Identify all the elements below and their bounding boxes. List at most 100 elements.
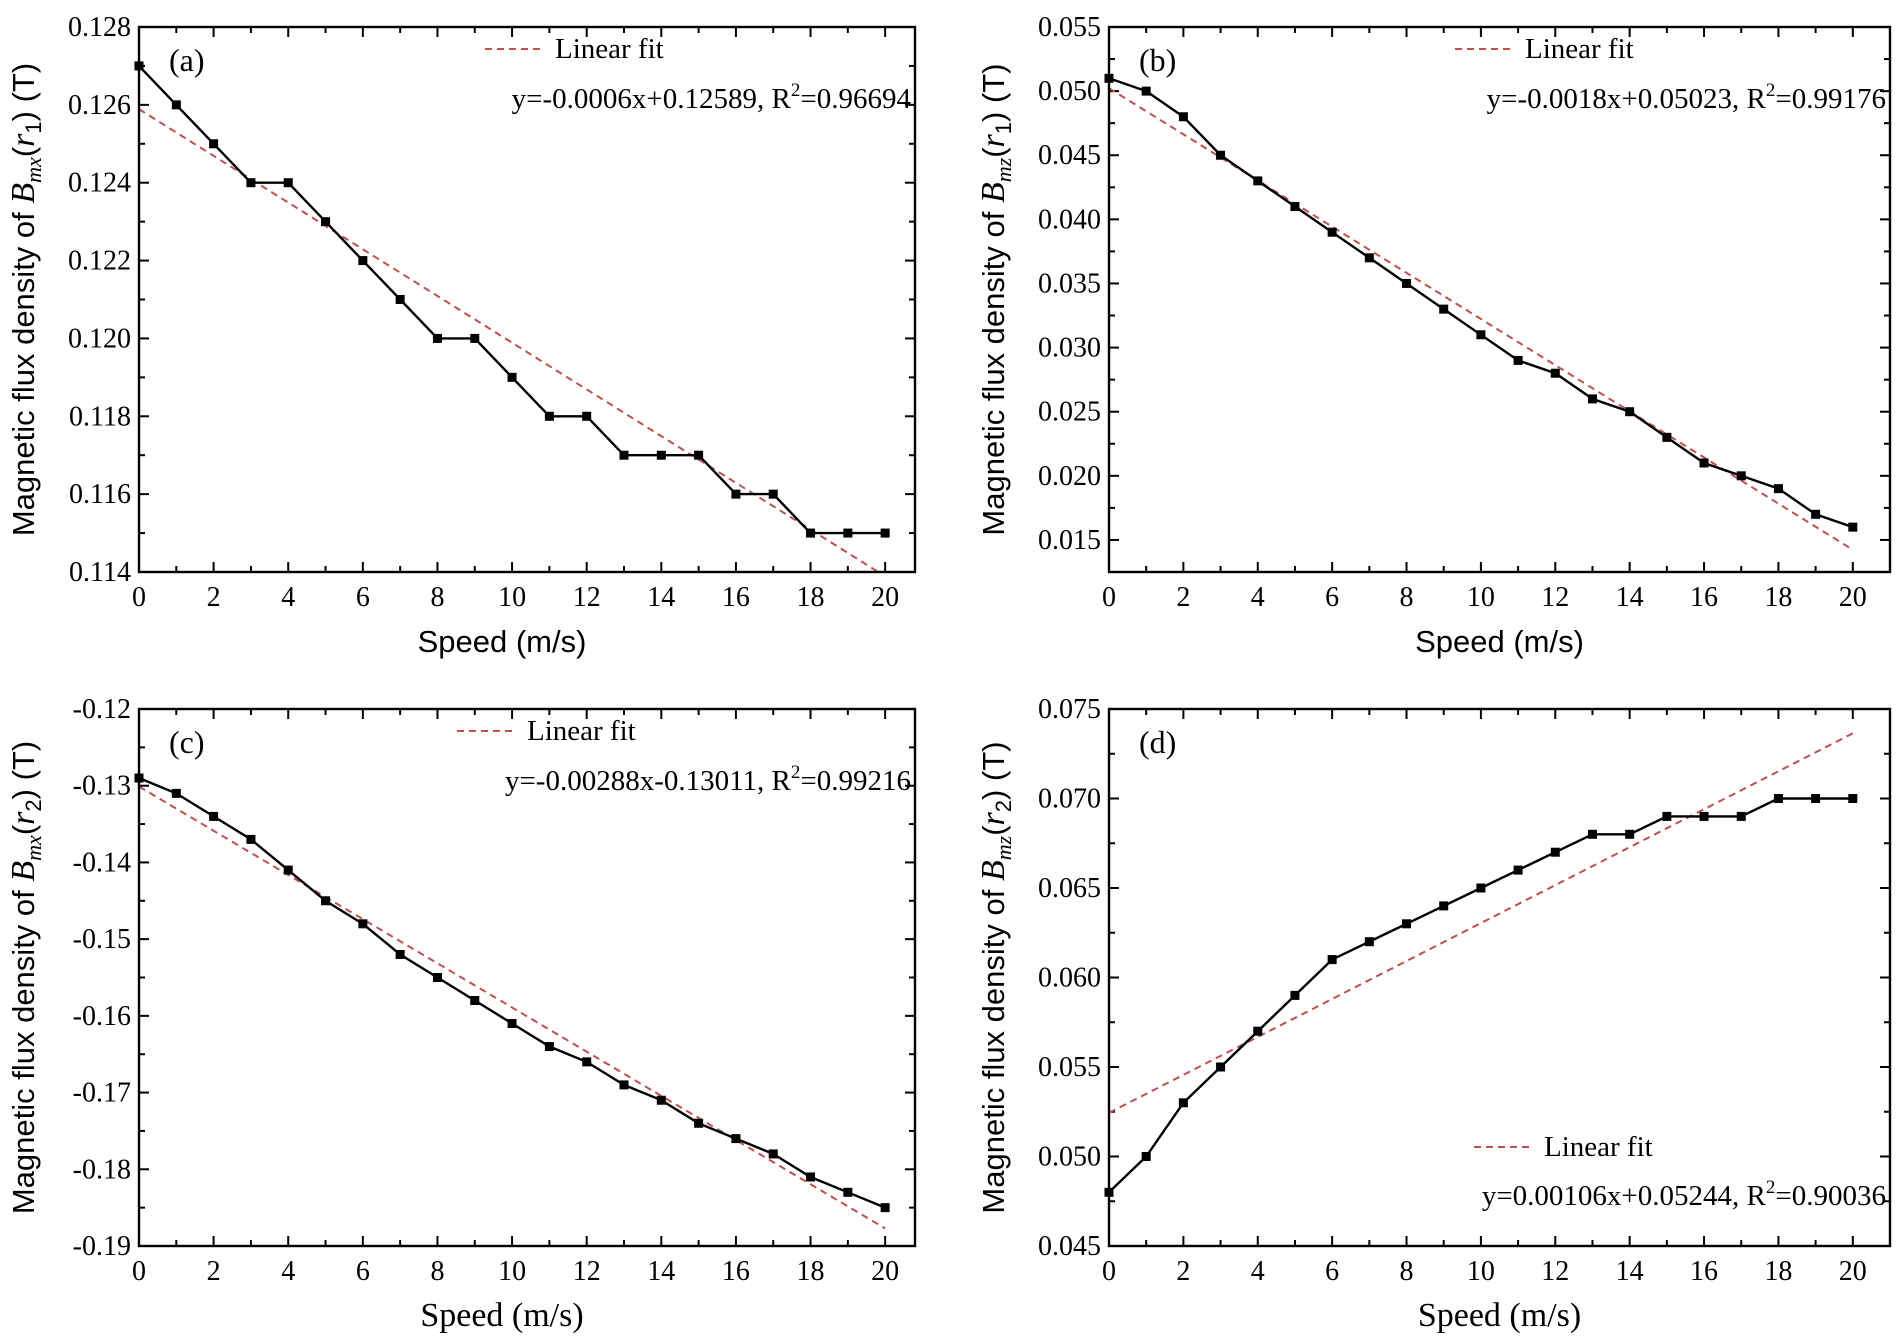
data-point <box>1141 1152 1151 1161</box>
data-point <box>880 1203 890 1213</box>
y-tick-label: 0.040 <box>1038 204 1101 235</box>
y-axis-label-prefix: Magnetic flux density of <box>6 204 41 537</box>
y-tick-label: -0.17 <box>73 1078 131 1109</box>
data-point <box>246 834 256 844</box>
data-point <box>1253 176 1263 186</box>
x-tick-label: 16 <box>722 1256 750 1287</box>
data-point <box>1848 522 1858 532</box>
data-point <box>1402 919 1412 929</box>
y-tick-label: 0.030 <box>1038 333 1101 364</box>
y-axis-label-paren-open: ( <box>976 825 1011 836</box>
y-axis-label-paren-close: ) <box>976 112 1011 122</box>
fit-equation-text: y=0.00106x+0.05244, R <box>1482 1180 1767 1212</box>
y-tick-label: 0.025 <box>1038 397 1101 428</box>
y-tick-label: -0.13 <box>73 771 131 802</box>
y-axis-label-arg: r <box>975 811 1012 825</box>
x-tick-label: 4 <box>1251 1256 1265 1287</box>
fit-equation-r2: =0.90036 <box>1775 1180 1886 1212</box>
data-point <box>246 178 256 188</box>
data-point <box>1216 150 1226 160</box>
data-point <box>395 295 405 304</box>
x-tick-label: 8 <box>430 582 444 613</box>
fit-equation: y=0.00106x+0.05244, R2=0.90036 <box>1482 1177 1886 1212</box>
data-point <box>321 217 331 227</box>
x-axis-label: Speed (m/s) <box>1418 1297 1581 1334</box>
y-axis-label-symbol: B <box>5 861 42 882</box>
data-point <box>171 100 181 110</box>
x-tick-label: 14 <box>647 1256 675 1287</box>
chart-panel-d: 0 2 4 6 8 10 12 14 16 18 20 0.045 0.050 0.055 0.060 0.0… <box>975 694 1892 1334</box>
data-point <box>1513 355 1523 365</box>
x-tick-label: 2 <box>207 582 221 613</box>
panel-label: (d) <box>1139 724 1176 760</box>
data-point <box>1178 112 1188 122</box>
x-tick-label: 0 <box>1102 1256 1116 1287</box>
data-point <box>209 811 219 821</box>
data-point <box>1773 484 1783 494</box>
y-tick-label: 0.020 <box>1038 461 1101 492</box>
y-tick-label: 0.050 <box>1038 76 1101 107</box>
y-tick-label: 0.070 <box>1038 784 1101 815</box>
x-tick-label: 18 <box>797 1256 825 1287</box>
x-tick-label: 10 <box>498 1256 526 1287</box>
fit-equation-text: y=-0.00288x-0.13011, R <box>505 765 792 797</box>
y-tick-label: 0.060 <box>1038 963 1101 994</box>
data-point <box>283 178 293 188</box>
y-tick-label: 0.120 <box>68 323 131 354</box>
data-point <box>1811 794 1821 803</box>
data-point <box>656 450 666 460</box>
y-tick-label: 0.114 <box>69 557 131 588</box>
panel-label: (a) <box>169 42 205 78</box>
r-squared-superscript: 2 <box>1766 80 1776 101</box>
data-point <box>395 949 405 959</box>
data-point <box>171 788 181 798</box>
data-point <box>582 411 592 421</box>
data-point <box>1290 990 1300 1000</box>
y-axis-label-prefix: Magnetic flux density of <box>6 882 41 1215</box>
data-point <box>1439 304 1449 314</box>
data-point <box>1848 794 1858 803</box>
x-tick-label: 14 <box>1616 1256 1644 1287</box>
data-point <box>656 1095 666 1105</box>
data-point <box>358 256 368 266</box>
data-point <box>619 1080 629 1090</box>
data-point <box>1587 394 1597 404</box>
chart-panel-a: 0 2 4 6 8 10 12 14 16 18 200.1140.1160.1180.1200.1… <box>5 12 917 659</box>
x-tick-label: 0 <box>132 582 146 613</box>
y-axis-label-arg-subscript: 2 <box>991 800 1016 812</box>
data-point <box>209 139 219 149</box>
chart-panel-c: 0 2 4 6 8 10 12 14 16 18 20 -0.19 -0.18 -0.17 -0.16 -0.… <box>5 694 917 1334</box>
y-axis-label: Magnetic flux density of Bmx(r2) (T) <box>5 741 46 1214</box>
y-axis-label-subscript: mx <box>21 835 46 861</box>
fit-equation: y=-0.00288x-0.13011, R2=0.99216 <box>505 762 911 797</box>
fit-equation-text: y=-0.0018x+0.05023, R <box>1487 83 1767 115</box>
data-point <box>731 1134 741 1144</box>
data-point <box>432 333 442 343</box>
plot-frame <box>1107 25 1892 574</box>
data-point <box>619 450 629 460</box>
x-tick-label: 16 <box>1690 582 1718 613</box>
x-tick-label: 6 <box>356 1256 370 1287</box>
fit-equation-text: y=-0.0006x+0.12589, R <box>512 83 792 115</box>
plot-frame <box>137 707 917 1248</box>
chart-panel-b: 0 2 4 6 8 10 12 14 16 18 200.0150.0200.0250.0300.0… <box>975 12 1892 659</box>
y-axis-label-symbol: B <box>5 183 42 204</box>
y-axis-label-prefix: Magnetic flux density of <box>976 203 1011 536</box>
data-point <box>283 865 293 875</box>
y-tick-label: 0.045 <box>1038 140 1101 171</box>
panel-label: (b) <box>1139 42 1176 78</box>
y-axis-label-arg: r <box>5 811 42 825</box>
data-point <box>507 1019 517 1029</box>
y-axis-label: Magnetic flux density of Bmz(r2) (T) <box>975 741 1016 1213</box>
data-point <box>1736 811 1746 821</box>
data-point <box>470 996 480 1006</box>
x-tick-label: 2 <box>207 1256 221 1287</box>
y-axis-label-arg-subscript: 2 <box>21 799 46 811</box>
x-tick-label: 18 <box>797 582 825 613</box>
data-series-line <box>1108 77 1854 529</box>
data-point <box>768 1149 778 1159</box>
x-tick-label: 12 <box>1541 1256 1569 1287</box>
data-point <box>1253 1026 1263 1036</box>
data-point <box>1290 202 1300 212</box>
data-point <box>1662 432 1672 442</box>
